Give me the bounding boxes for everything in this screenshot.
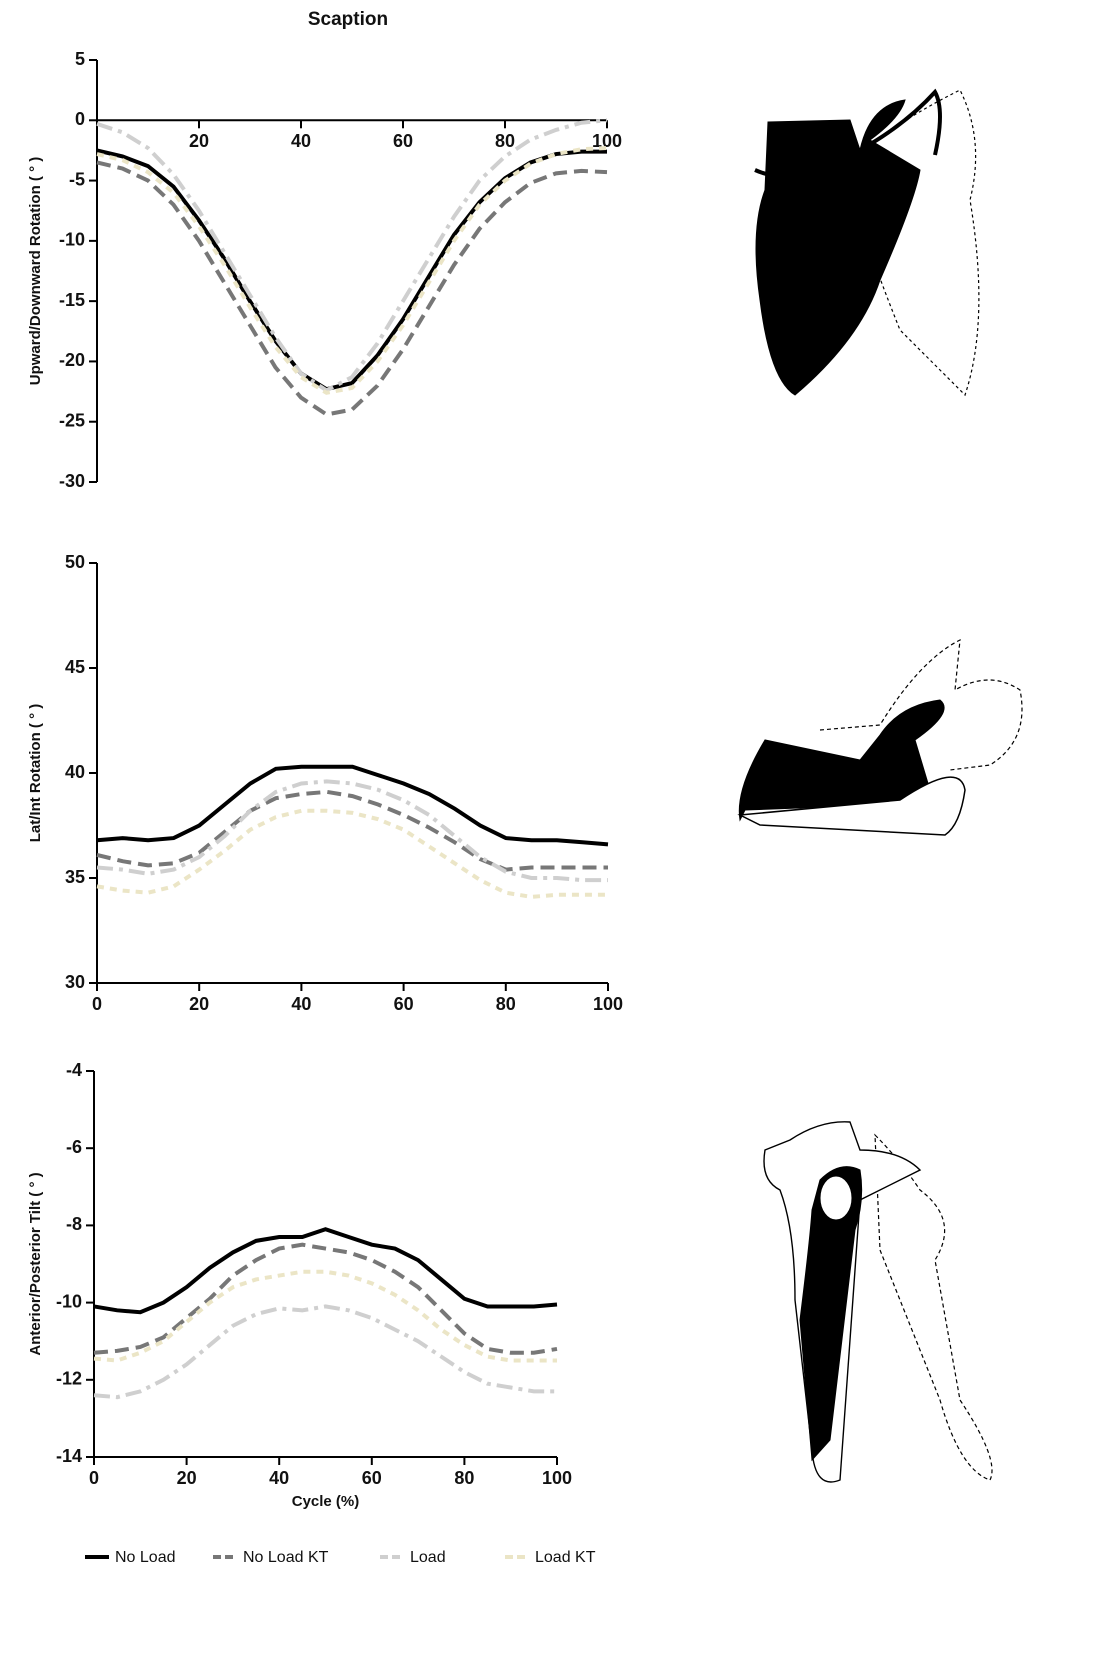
series-line (93, 1304, 557, 1400)
x-tick-label: 40 (269, 1468, 289, 1488)
x-axis-title: Cycle (%) (292, 1493, 360, 1510)
legend-label: No Load (115, 1549, 176, 1566)
x-tick-label: 40 (291, 994, 311, 1014)
legend-label: Load (410, 1549, 446, 1566)
scapula-posterior-view (754, 88, 980, 397)
series-line (96, 148, 607, 392)
y-tick-label: 45 (65, 657, 85, 677)
legend-label: Load KT (535, 1549, 596, 1566)
y-tick-label: -14 (56, 1446, 82, 1466)
y-tick-label: 5 (75, 49, 85, 69)
x-tick-label: 60 (362, 1468, 382, 1488)
y-tick-label: -25 (59, 410, 85, 430)
x-tick-label: 0 (89, 1468, 99, 1488)
series-line (96, 779, 608, 883)
series-line (93, 1227, 558, 1315)
y-tick-label: 0 (75, 109, 85, 129)
x-tick-label: 80 (454, 1468, 474, 1488)
y-axis-title: Lat/Int Rotation ( ° ) (27, 704, 44, 842)
series-line (93, 1269, 557, 1363)
y-tick-label: -10 (56, 1291, 82, 1311)
x-tick-label: 20 (189, 131, 209, 151)
x-tick-label: 100 (542, 1468, 572, 1488)
series-line (96, 118, 608, 393)
series-line (96, 146, 608, 395)
scapula-lateral-view (763, 1121, 993, 1483)
y-tick-label: -4 (66, 1060, 82, 1080)
series-line (96, 764, 609, 847)
x-tick-label: 80 (496, 994, 516, 1014)
y-tick-label: 40 (65, 762, 85, 782)
series-line (96, 808, 608, 899)
series-line (93, 1242, 558, 1355)
legend-label: No Load KT (243, 1549, 329, 1566)
y-axis-title: Anterior/Posterior Tilt ( ° ) (27, 1172, 44, 1355)
y-tick-label: -15 (59, 290, 85, 310)
x-tick-label: 100 (593, 994, 623, 1014)
x-tick-label: 80 (495, 131, 515, 151)
x-tick-label: 60 (394, 994, 414, 1014)
y-tick-label: 50 (65, 552, 85, 572)
y-tick-label: -8 (66, 1214, 82, 1234)
x-tick-label: 20 (189, 994, 209, 1014)
y-axis-title: Upward/Downward Rotation ( ° ) (27, 157, 44, 386)
x-tick-label: 100 (592, 131, 622, 151)
y-tick-label: -5 (69, 169, 85, 189)
y-tick-label: 35 (65, 867, 85, 887)
series-line (96, 160, 608, 417)
x-tick-label: 60 (393, 131, 413, 151)
y-tick-label: 30 (65, 972, 85, 992)
chart-title: Scaption (308, 9, 388, 30)
y-tick-label: -12 (56, 1369, 82, 1389)
scapula-superior-view (737, 638, 1023, 836)
x-tick-label: 0 (92, 994, 102, 1014)
y-tick-label: -20 (59, 350, 85, 370)
y-tick-label: -10 (59, 230, 85, 250)
y-tick-label: -6 (66, 1137, 82, 1157)
series-line (96, 789, 608, 872)
x-tick-label: 40 (291, 131, 311, 151)
x-tick-label: 20 (177, 1468, 197, 1488)
y-tick-label: -30 (59, 471, 85, 491)
